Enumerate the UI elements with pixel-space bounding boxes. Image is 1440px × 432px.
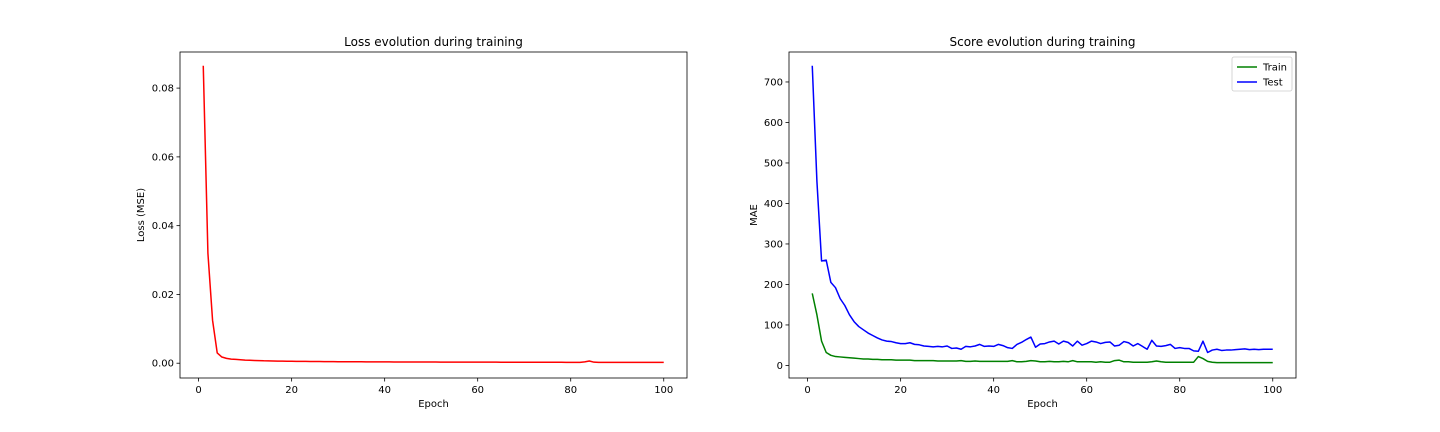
x-tick-label: 60	[471, 385, 484, 396]
y-tick-label: 0	[777, 361, 783, 372]
y-tick-label: 600	[764, 118, 783, 129]
x-tick-label: 0	[804, 385, 810, 396]
x-tick-label: 40	[987, 385, 1000, 396]
loss-chart-series	[202, 65, 664, 364]
loss-chart: Loss evolution during training 0.000.020…	[136, 35, 688, 410]
x-tick-label: 80	[564, 385, 577, 396]
loss-chart-y-axis-label: Loss (MSE)	[136, 188, 147, 242]
y-tick-label: 500	[764, 158, 783, 169]
legend-label-test: Test	[1262, 78, 1283, 89]
score-chart-x-axis-label: Epoch	[1027, 399, 1058, 410]
score-chart-legend: Train Test	[1231, 56, 1293, 92]
y-tick-label: 0.08	[152, 84, 174, 95]
loss-chart-frame	[179, 51, 688, 379]
loss-chart-y-ticks: 0.00 0.02 0.04 0.06 0.08	[152, 84, 180, 370]
score-chart-y-ticks: 0 100 200 300 400 500 600 700	[764, 77, 789, 372]
series-line-test	[811, 65, 1273, 354]
y-tick-label: 700	[764, 77, 783, 88]
x-tick-label: 100	[1263, 385, 1282, 396]
y-tick-label: 100	[764, 320, 783, 331]
y-tick-label: 200	[764, 280, 783, 291]
loss-chart-title: Loss evolution during training	[344, 35, 523, 49]
x-tick-label: 20	[894, 385, 907, 396]
score-chart-series	[811, 65, 1273, 364]
score-chart-title: Score evolution during training	[949, 35, 1135, 49]
y-tick-label: 0.04	[152, 221, 174, 232]
x-tick-label: 80	[1173, 385, 1186, 396]
loss-chart-x-ticks: 0 20 40 60 80 100	[195, 378, 673, 396]
series-line-train	[811, 293, 1273, 364]
series-line-loss	[202, 65, 664, 364]
x-tick-label: 60	[1080, 385, 1093, 396]
x-tick-label: 40	[378, 385, 391, 396]
legend-label-train: Train	[1262, 63, 1287, 74]
y-tick-label: 0.06	[152, 152, 174, 163]
loss-chart-x-axis-label: Epoch	[418, 399, 449, 410]
x-tick-label: 20	[285, 385, 298, 396]
y-tick-label: 0.02	[152, 290, 174, 301]
y-tick-label: 300	[764, 239, 783, 250]
score-chart: Score evolution during training 01002003…	[749, 35, 1297, 410]
x-tick-label: 100	[654, 385, 673, 396]
score-chart-x-ticks: 0 20 40 60 80 100	[804, 378, 1282, 396]
score-chart-frame	[788, 51, 1297, 379]
y-tick-label: 400	[764, 199, 783, 210]
y-tick-label: 0.00	[152, 359, 174, 370]
score-chart-y-axis-label: MAE	[749, 204, 760, 226]
x-tick-label: 0	[195, 385, 201, 396]
